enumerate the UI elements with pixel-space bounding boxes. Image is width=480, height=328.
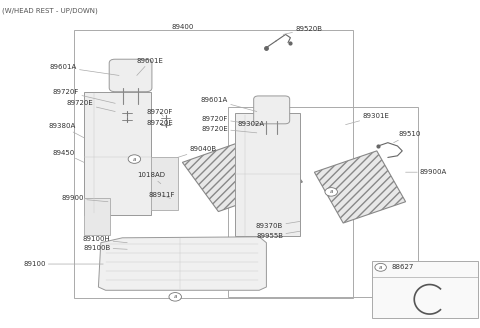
Text: 89720E: 89720E: [146, 120, 173, 126]
Text: 89450: 89450: [52, 150, 84, 162]
Circle shape: [169, 293, 181, 301]
Text: 88911F: 88911F: [149, 192, 175, 198]
Text: 89900A: 89900A: [406, 169, 447, 175]
Text: 89301E: 89301E: [346, 113, 389, 125]
FancyBboxPatch shape: [253, 96, 289, 124]
Text: 89720E: 89720E: [67, 100, 115, 112]
Circle shape: [128, 155, 141, 163]
Text: a: a: [379, 265, 382, 270]
Polygon shape: [98, 237, 266, 290]
Bar: [372, 261, 478, 318]
Text: 89370B: 89370B: [256, 221, 300, 229]
Polygon shape: [84, 92, 151, 215]
Polygon shape: [235, 113, 300, 236]
Text: 89380A: 89380A: [48, 123, 84, 138]
Text: 1018AD: 1018AD: [137, 173, 165, 184]
Text: 89100: 89100: [23, 261, 103, 267]
Text: 89601A: 89601A: [49, 64, 119, 75]
Text: 89720F: 89720F: [53, 89, 115, 103]
Text: 89601E: 89601E: [137, 58, 164, 75]
Text: 89100H: 89100H: [83, 236, 127, 243]
Bar: [74, 30, 353, 298]
Text: 89720F: 89720F: [146, 109, 173, 116]
Circle shape: [325, 188, 337, 196]
Text: 89040B: 89040B: [178, 146, 217, 157]
Text: 89720E: 89720E: [201, 126, 257, 133]
Text: 89302A: 89302A: [238, 121, 265, 127]
FancyBboxPatch shape: [109, 59, 152, 92]
Text: 89900: 89900: [61, 195, 108, 202]
Text: 89510: 89510: [394, 132, 421, 143]
Bar: [228, 107, 418, 297]
Text: 89400: 89400: [171, 24, 193, 30]
Text: (W/HEAD REST - UP/DOWN): (W/HEAD REST - UP/DOWN): [2, 7, 98, 14]
Polygon shape: [84, 198, 110, 235]
Text: 89955B: 89955B: [256, 231, 300, 239]
Polygon shape: [182, 133, 302, 212]
Polygon shape: [151, 157, 178, 210]
Text: 89601A: 89601A: [201, 97, 257, 112]
Circle shape: [375, 263, 386, 271]
Text: a: a: [174, 294, 177, 299]
Text: 89720F: 89720F: [202, 116, 257, 125]
Text: 89100B: 89100B: [83, 245, 127, 251]
Text: 89520B: 89520B: [283, 26, 322, 34]
Text: a: a: [133, 156, 136, 162]
Polygon shape: [314, 151, 406, 223]
Text: a: a: [330, 189, 333, 195]
Text: 88627: 88627: [391, 264, 414, 270]
